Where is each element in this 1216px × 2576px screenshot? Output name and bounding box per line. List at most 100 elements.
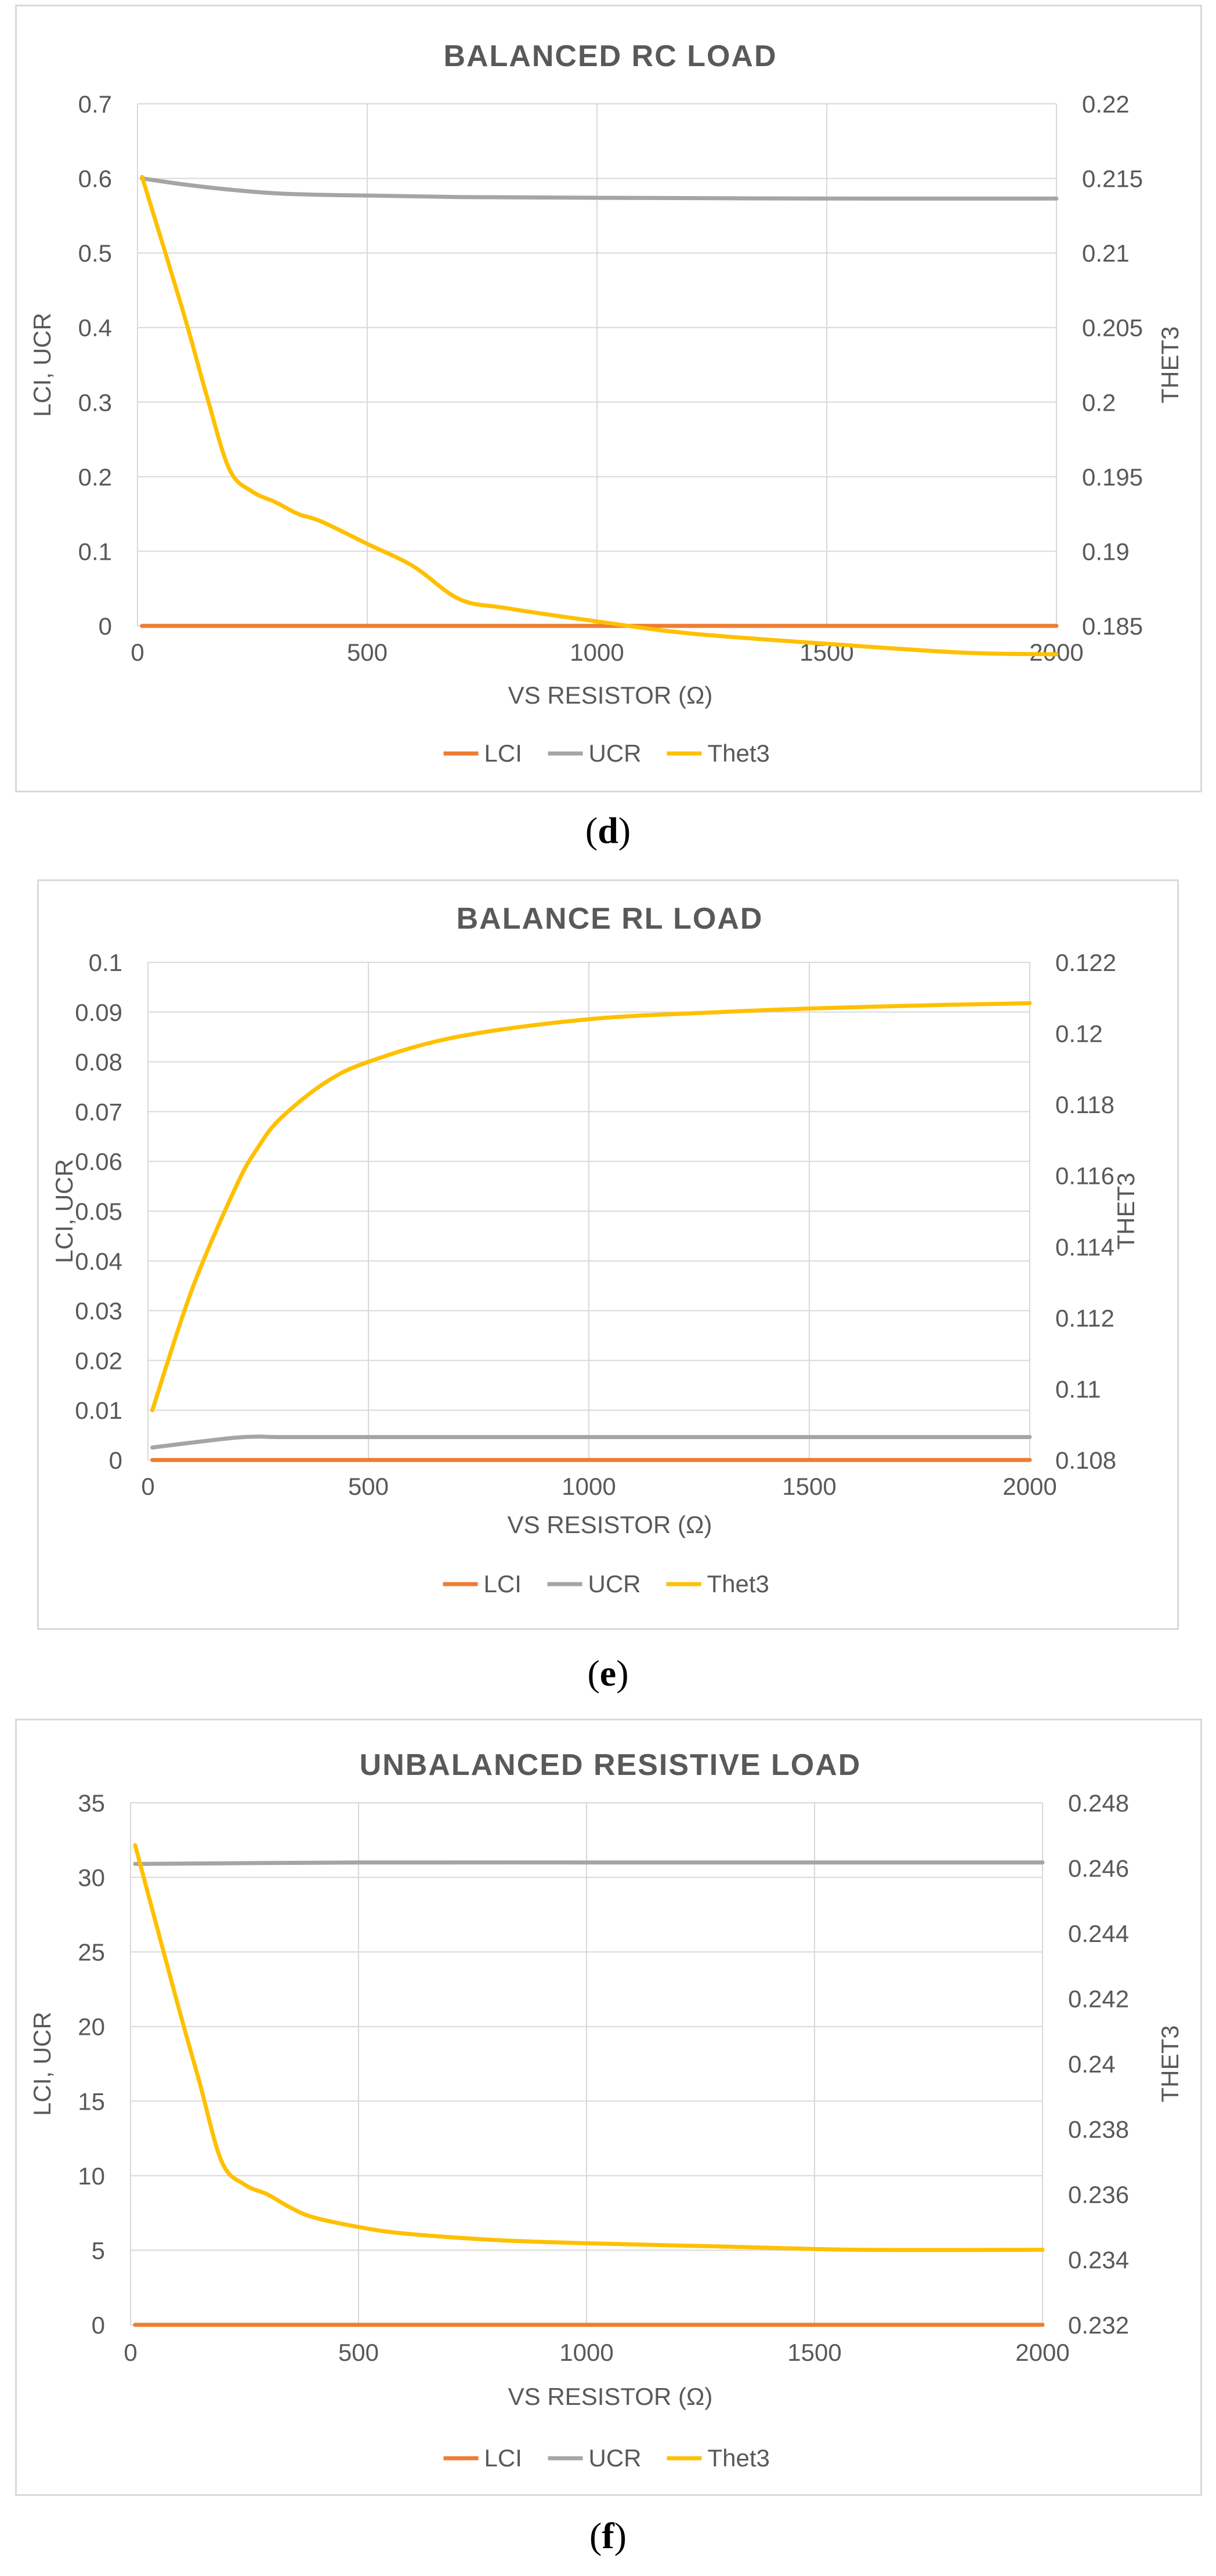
legend-label-lci: LCI [484,1570,522,1597]
caption-d: (d) [585,810,631,851]
y2-tick-label: 0.246 [1068,1855,1129,1882]
y-tick-label: 20 [78,2013,105,2041]
legend-label-ucr: UCR [589,740,642,767]
y-tick-label: 0.06 [75,1148,122,1175]
x-axis-label: VS RESISTOR (Ω) [508,1511,712,1538]
y-tick-label: 15 [78,2088,105,2115]
y-axis-label: LCI, UCR [50,1159,78,1263]
y-tick-label: 0.05 [75,1198,122,1225]
y-tick-label: 0.7 [78,90,112,118]
legend-label-ucr: UCR [588,1570,641,1597]
y-axis-label: LCI, UCR [28,313,56,417]
y2-tick-label: 0.234 [1068,2247,1129,2274]
y2-axis-label: THET3 [1156,2025,1184,2102]
y2-tick-label: 0.22 [1082,90,1130,118]
y-tick-label: 0 [92,2311,105,2339]
y2-tick-label: 0.248 [1068,1789,1129,1817]
y2-tick-label: 0.242 [1068,1986,1129,2013]
y2-axis-label: THET3 [1156,326,1184,403]
y-tick-label: 0.04 [75,1248,122,1275]
y-tick-label: 0 [99,613,112,640]
x-axis-label: VS RESISTOR (Ω) [508,682,713,709]
series-line-thet3 [140,175,1059,657]
x-tick-label: 500 [347,639,388,666]
caption-f-letter: f [602,2515,614,2556]
y-tick-label: 0.09 [75,999,122,1026]
x-tick-label: 1000 [562,1473,616,1500]
caption-d-letter: d [598,810,618,851]
y2-tick-label: 0.116 [1055,1162,1114,1190]
y-axis-label: LCI, UCR [28,2012,56,2116]
y2-tick-label: 0.11 [1055,1375,1101,1403]
y-tick-label: 0.08 [75,1049,122,1076]
y-tick-label: 0.1 [78,538,112,565]
y-tick-label: 5 [92,2237,105,2264]
y2-tick-label: 0.122 [1055,949,1116,976]
y-tick-label: 0 [109,1447,122,1474]
y-tick-label: 0.07 [75,1098,122,1125]
chart-title: BALANCED RC LOAD [443,39,777,73]
chart-title: UNBALANCED RESISTIVE LOAD [360,1748,862,1782]
y-tick-label: 35 [78,1789,105,1817]
y2-tick-label: 0.236 [1068,2181,1129,2208]
x-tick-label: 1500 [782,1473,836,1500]
y2-tick-label: 0.12 [1055,1020,1103,1048]
y-tick-label: 0.01 [75,1397,122,1424]
y2-tick-label: 0.215 [1082,165,1143,193]
series-line-thet3 [133,1843,1045,2252]
series-line-ucr [140,176,1059,201]
legend-label-thet3: Thet3 [707,1570,769,1597]
y2-tick-label: 0.195 [1082,463,1143,491]
y-tick-label: 0.3 [78,389,112,416]
y2-tick-label: 0.19 [1082,538,1130,565]
y-tick-label: 0.4 [78,314,112,342]
chart-unbalanced-resistive-load: UNBALANCED RESISTIVE LOAD 0 5 10 15 20 25 30 35 0… [28,1748,1184,2472]
y2-tick-label: 0.205 [1082,314,1143,342]
chart-balanced-rc-load: BALANCED RC LOAD 0 0.1 0.2 0.3 0.4 0.5 0.6 0.7 0.… [28,39,1184,767]
y-tick-label: 0.6 [78,165,112,193]
y-tick-label: 30 [78,1864,105,1892]
x-tick-label: 2000 [1003,1473,1056,1500]
series-line-thet3 [150,1001,1032,1412]
y2-tick-label: 0.238 [1068,2116,1129,2143]
y2-tick-label: 0.112 [1055,1305,1114,1332]
chart-title: BALANCE RL LOAD [457,902,763,936]
y-tick-label: 0.1 [89,949,122,976]
y-tick-label: 0.02 [75,1347,122,1374]
chart-panel-e: BALANCE RL LOAD 0 0.01 0.02 0.03 0.04 0.05 0.06… [37,879,1179,1630]
y-tick-label: 10 [78,2162,105,2190]
y2-tick-label: 0.244 [1068,1920,1129,1947]
y2-axis-label: THET3 [1112,1172,1139,1249]
legend-label-lci: LCI [484,740,522,767]
x-tick-label: 500 [348,1473,389,1500]
x-tick-label: 2000 [1015,2339,1069,2366]
y2-tick-label: 0.185 [1082,613,1143,640]
series-line-ucr [133,1860,1045,1866]
x-tick-label: 1000 [570,639,624,666]
series-line-ucr [150,1434,1032,1450]
y2-tick-label: 0.21 [1082,240,1130,267]
x-axis-label: VS RESISTOR (Ω) [508,2383,713,2410]
chart-balance-rl-load: BALANCE RL LOAD 0 0.01 0.02 0.03 0.04 0.05 0.06… [50,902,1139,1597]
chart-panel-d: BALANCED RC LOAD 0 0.1 0.2 0.3 0.4 0.5 0.6 0.7 0.… [15,5,1202,792]
y-tick-label: 25 [78,1939,105,1966]
y2-tick-label: 0.114 [1055,1233,1114,1260]
chart-panel-f: UNBALANCED RESISTIVE LOAD 0 5 10 15 20 25 30 35 0… [15,1719,1202,2496]
y2-tick-label: 0.232 [1068,2311,1129,2339]
caption-e: (e) [587,1653,629,1694]
x-tick-label: 0 [131,639,144,666]
legend-label-lci: LCI [484,2444,522,2472]
y2-tick-label: 0.2 [1082,389,1116,416]
legend-label-thet3: Thet3 [708,740,770,767]
caption-f: (f) [589,2515,627,2556]
y-tick-label: 0.2 [78,463,112,491]
x-tick-label: 0 [124,2339,137,2366]
legend-label-thet3: Thet3 [708,2444,770,2472]
x-tick-label: 1000 [559,2339,613,2366]
y2-tick-label: 0.108 [1055,1447,1116,1474]
y2-tick-label: 0.24 [1068,2050,1116,2078]
x-tick-label: 0 [141,1473,154,1500]
caption-e-letter: e [599,1653,617,1694]
x-tick-label: 500 [338,2339,379,2366]
x-tick-label: 1500 [787,2339,841,2366]
